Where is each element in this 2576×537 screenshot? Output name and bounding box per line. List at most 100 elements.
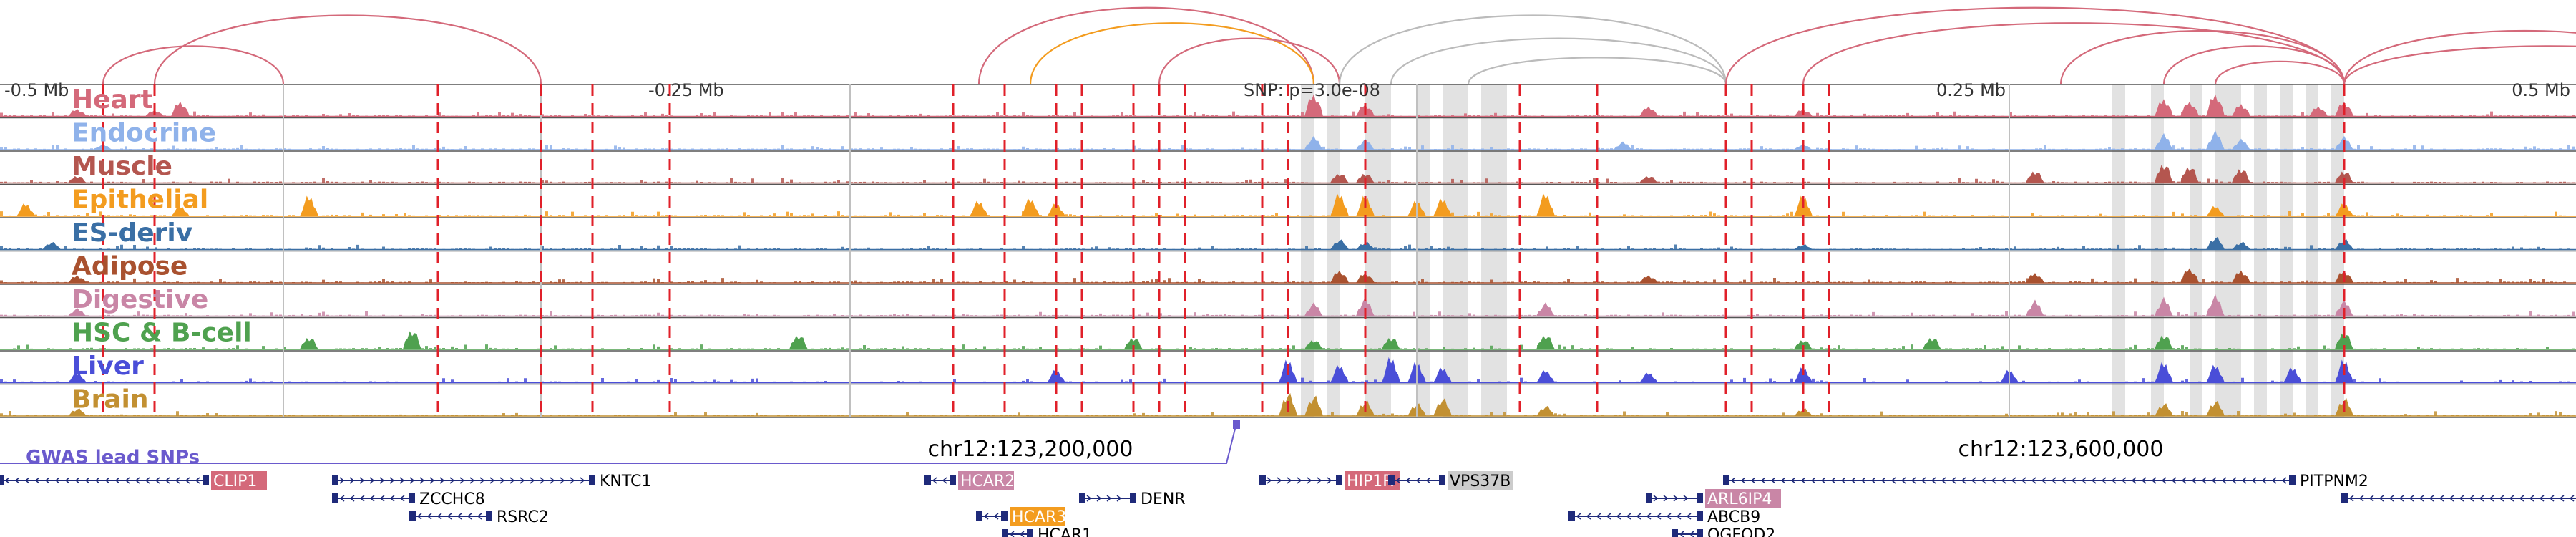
gene-label: ARL6IP4 [1707,490,1772,508]
strand-arrow [447,513,452,520]
strand-arrow [499,477,505,484]
signal-peak [1536,369,1555,383]
strand-arrow [2221,477,2227,484]
signal-peak [68,109,87,117]
strand-arrow [1106,495,1112,502]
strand-arrow [467,513,472,520]
strand-arrow [2271,477,2277,484]
signal-peak [1304,340,1323,349]
signal-peak [2180,268,2199,283]
exon-block [409,511,416,521]
signal-peak [1536,405,1555,416]
snp-pvalue-label: SNP: p=3.0e-08 [1244,80,1380,100]
strand-arrow [379,477,385,484]
strand-arrow [459,477,465,484]
strand-arrow [44,477,50,484]
signal-peak [2180,101,2199,117]
strand-arrow [1663,495,1669,502]
strand-arrow [1890,477,1896,484]
strand-arrow [2201,477,2207,484]
signal-peak [789,335,808,349]
coordinate-label: chr12:123,600,000 [1958,437,2164,462]
strand-arrow [1981,477,1986,484]
strand-arrow [1760,477,1766,484]
strand-arrow [1679,531,1684,537]
strand-arrow [1576,513,1581,520]
signal-peak [1356,241,1375,250]
strand-arrow [2419,495,2424,502]
strand-arrow [1646,513,1652,520]
strand-arrow [175,477,180,484]
strand-arrow [1009,531,1015,537]
strand-arrow [1616,513,1621,520]
exon-block [1439,475,1445,485]
signal-peak [68,175,87,183]
strand-arrow [419,477,425,484]
signal-peak [1124,337,1143,349]
strand-arrow [359,477,365,484]
strand-arrow [34,477,40,484]
interaction-arc [2214,60,2346,85]
signal-peak [2026,299,2044,316]
tick-label: -0.5 Mb [4,80,69,100]
signal-peak [2180,167,2199,183]
strand-arrow [1730,477,1736,484]
strand-arrow [1860,477,1866,484]
signal-peak [2155,362,2173,383]
track-label: Digestive [72,285,208,314]
strand-arrow [1019,531,1025,537]
strand-arrow [4,477,10,484]
strand-arrow [2358,495,2364,502]
signal-peak [1330,270,1349,283]
strand-arrow [1810,477,1816,484]
strand-arrow [1425,477,1431,484]
strand-arrow [145,477,150,484]
signal-peak [42,241,61,250]
interaction-arc [977,6,1315,85]
signal-peak [1330,193,1349,216]
signal-peak [2155,164,2173,183]
gene-highlight [1705,489,1781,508]
gene-label: PITPNM2 [2300,473,2368,490]
signal-peak [1639,275,1658,283]
signal-peak [68,307,87,316]
strand-arrow [1820,477,1826,484]
snp-connector-line [0,422,1237,464]
exon-block [332,475,338,485]
signal-peak [1330,239,1349,250]
strand-arrow [409,477,415,484]
strand-arrow [1653,495,1659,502]
strand-arrow [2499,495,2504,502]
strand-arrow [2539,495,2545,502]
strand-arrow [436,513,442,520]
signal-peak [1021,198,1040,216]
gene-label: VPS37B [1450,473,1511,490]
exon-block [589,475,595,485]
track-label: Liver [72,352,144,381]
exon-block [976,511,982,521]
signal-peak [2283,367,2302,383]
signal-peak [2155,403,2173,416]
interaction-arc [2162,45,2346,85]
gene-label: HCAR1 [1038,526,1092,537]
coordinate-label: chr12:123,200,000 [928,437,1133,462]
strand-arrow [1267,477,1272,484]
strand-arrow [2549,495,2555,502]
strand-arrow [2379,495,2384,502]
strand-arrow [2121,477,2127,484]
strand-arrow [416,513,422,520]
strand-arrow [389,495,395,502]
strand-arrow [399,477,405,484]
exon-block [0,475,4,485]
strand-arrow [135,477,140,484]
strand-arrow [64,477,70,484]
strand-arrow [114,477,120,484]
strand-arrow [570,477,575,484]
signal-peak [2206,94,2225,117]
track-background-signal [0,244,2575,250]
strand-arrow [1840,477,1846,484]
strand-arrow [2559,495,2565,502]
strand-arrow [1297,477,1302,484]
strand-arrow [2011,477,2016,484]
